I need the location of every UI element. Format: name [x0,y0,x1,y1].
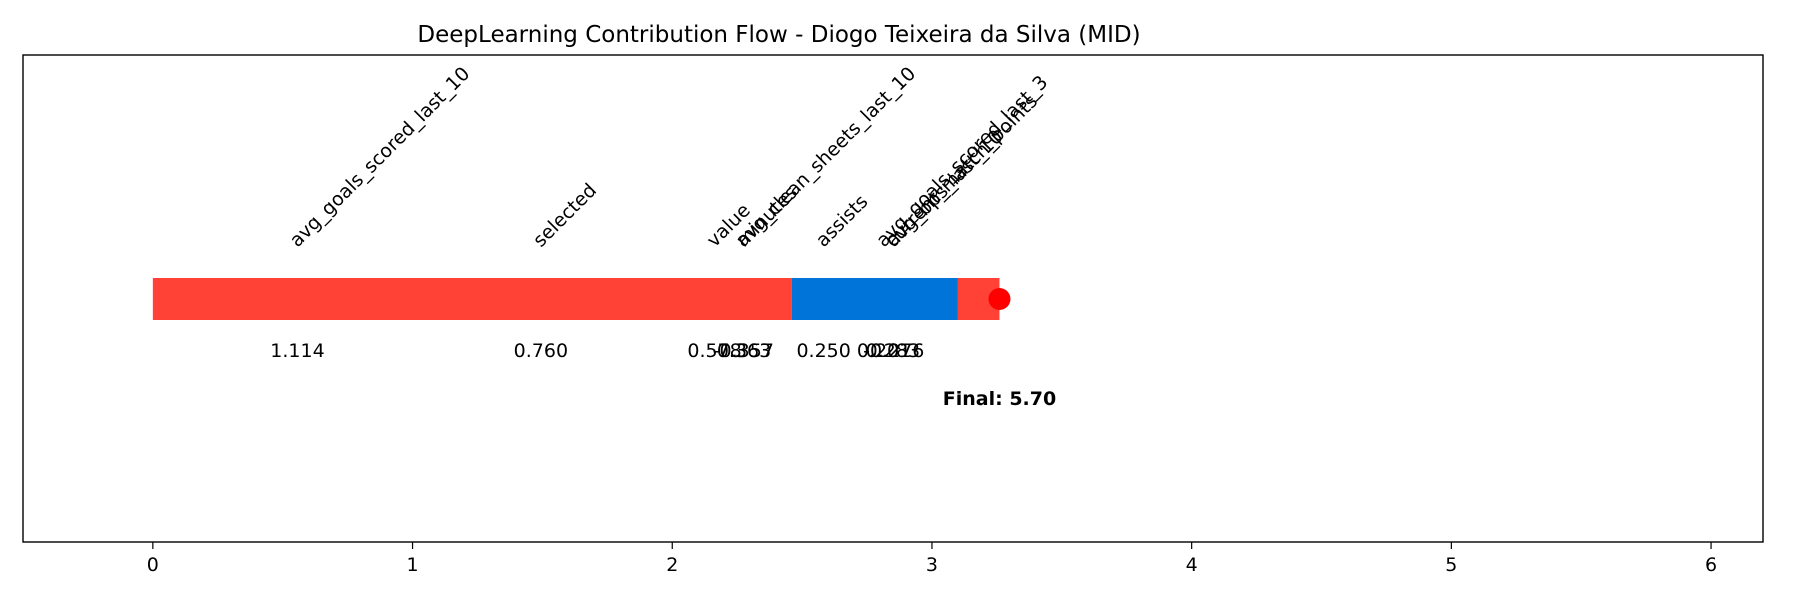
value-label-7: -0.276 [863,340,924,362]
final-marker-layer [988,288,1011,310]
final-marker [988,288,1011,310]
x-tick-label-0: 0 [147,554,159,576]
x-tick-label-2: 2 [666,554,678,576]
x-tick-label-5: 5 [1445,554,1457,576]
feature-label-5: assists [812,191,873,252]
feature-label-0: avg_goals_scored_last_10 [285,63,474,252]
feature-labels: avg_goals_scored_last_10 selected valueavg… [285,63,1052,252]
value-label-2: 0.578 [687,340,741,362]
value-label-0: 1.114 [270,340,324,362]
x-axis: 0 1 2 3 4 5 6 [147,542,1717,576]
value-label-6: 0.283 [866,340,920,362]
x-tick-label-3: 3 [926,554,938,576]
value-label-4: 0.363 [717,340,771,362]
bar-segment-1 [791,278,958,320]
value-label-1: 0.760 [514,340,568,362]
bar-segments [152,278,1000,320]
value-label-8: 0.201 [857,340,911,362]
x-tick-label-6: 6 [1705,554,1717,576]
bar-segment-0 [152,278,792,320]
value-label-5: 0.250 [796,340,850,362]
x-tick-label-1: 1 [407,554,419,576]
feature-label-1: selected [529,179,601,251]
chart-title: DeepLearning Contribution Flow - Diogo T… [417,22,1140,48]
plot-frame [22,54,1764,543]
x-tick-label-4: 4 [1186,554,1198,576]
value-label-3: -0.357 [713,340,774,362]
final-value-label: Final: 5.70 [943,388,1056,410]
